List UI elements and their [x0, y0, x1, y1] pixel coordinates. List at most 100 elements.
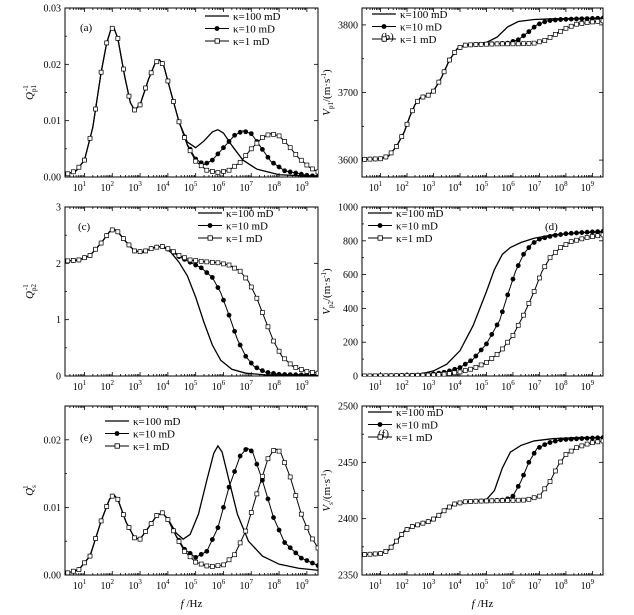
- legend-marker-open-square: [207, 235, 213, 241]
- x-tick-label: 103: [422, 379, 436, 393]
- x-tick-base: 10: [369, 382, 379, 393]
- legend-marker-open-square: [377, 434, 383, 440]
- marker-filled-circle: [259, 146, 265, 152]
- marker-open-square: [510, 498, 516, 503]
- x-tick-exponent: 7: [538, 180, 542, 188]
- marker-filled-circle: [282, 540, 288, 545]
- marker-filled-circle: [547, 440, 553, 445]
- y-axis-label-superscript: -1: [22, 284, 30, 290]
- y-axis-label-unit: /(m·s: [321, 479, 333, 502]
- marker-filled-circle: [193, 555, 199, 560]
- marker-filled-circle: [248, 360, 254, 366]
- marker-open-square: [226, 262, 232, 268]
- marker-open-square: [260, 473, 265, 479]
- marker-open-square: [415, 98, 420, 104]
- marker-filled-circle: [595, 229, 601, 235]
- x-tick-exponent: 7: [538, 578, 542, 586]
- marker-open-square: [193, 559, 199, 565]
- series-line-1: [362, 230, 603, 376]
- marker-filled-circle: [558, 232, 564, 237]
- marker-open-square: [282, 460, 287, 466]
- marker-open-square: [93, 246, 98, 252]
- y-tick-label: 800: [343, 236, 358, 247]
- marker-open-square: [204, 563, 210, 569]
- marker-open-square: [563, 452, 569, 457]
- legend-label: κ=1 mD: [396, 233, 433, 245]
- marker-open-square: [468, 42, 473, 48]
- marker-open-square: [372, 551, 378, 557]
- marker-filled-circle: [198, 265, 204, 271]
- marker-filled-circle: [537, 21, 542, 27]
- marker-open-square: [441, 69, 447, 75]
- marker-open-square: [226, 557, 232, 563]
- marker-open-square: [415, 522, 420, 528]
- x-tick-base: 10: [448, 183, 458, 194]
- x-tick-base: 10: [528, 183, 538, 194]
- marker-filled-circle: [579, 230, 585, 235]
- marker-open-square: [109, 493, 115, 499]
- x-tick-exponent: 1: [379, 379, 383, 387]
- marker-filled-circle: [265, 370, 271, 375]
- marker-open-square: [70, 568, 76, 574]
- x-tick-base: 10: [581, 183, 591, 194]
- marker-open-square: [409, 108, 415, 114]
- legend-label: κ=1 mD: [133, 441, 170, 453]
- marker-open-square: [93, 536, 98, 541]
- marker-open-square: [600, 232, 603, 238]
- marker-open-square: [574, 445, 579, 451]
- x-tick-base: 10: [184, 581, 194, 592]
- x-tick-base: 10: [554, 581, 564, 592]
- marker-open-square: [500, 41, 505, 47]
- x-tick-label: 101: [369, 180, 383, 194]
- marker-open-square: [87, 135, 93, 141]
- marker-filled-circle: [271, 371, 276, 376]
- marker-filled-circle: [542, 19, 548, 25]
- marker-filled-circle: [537, 236, 542, 242]
- marker-open-square: [505, 41, 511, 47]
- x-tick-label: 104: [448, 379, 462, 393]
- panel-e: 101 102 103 104 105 106 107 108 1090.000.010.02Q…: [22, 405, 319, 610]
- marker-filled-circle: [265, 154, 271, 160]
- marker-open-square: [198, 258, 204, 264]
- marker-open-square: [394, 144, 399, 149]
- marker-open-square: [132, 107, 137, 113]
- marker-open-square: [137, 536, 143, 542]
- marker-open-square: [584, 441, 590, 447]
- marker-filled-circle: [204, 548, 210, 554]
- marker-open-square: [473, 42, 479, 47]
- y-axis-label-end: ): [321, 469, 333, 473]
- marker-open-square: [457, 369, 463, 375]
- marker-open-square: [478, 42, 484, 47]
- marker-filled-circle: [563, 437, 569, 442]
- marker-open-square: [126, 242, 132, 248]
- x-tick-label: 109: [581, 578, 595, 592]
- legend-label: κ=100 mD: [133, 416, 181, 428]
- legend-label: κ=10 mD: [226, 221, 268, 233]
- x-tick-label: 106: [501, 180, 515, 194]
- x-tick-exponent: 1: [379, 180, 383, 188]
- series-group: [362, 435, 603, 557]
- x-tick-label: 107: [240, 578, 254, 592]
- x-tick-exponent: 8: [277, 578, 281, 586]
- x-tick-base: 10: [156, 382, 166, 393]
- marker-open-square: [500, 498, 505, 503]
- x-tick-label: 109: [295, 180, 309, 194]
- marker-open-square: [143, 85, 148, 91]
- marker-open-square: [98, 518, 104, 524]
- marker-open-square: [394, 373, 399, 376]
- legend-label: κ=100 mD: [233, 11, 281, 23]
- legend-label: κ=100 mD: [226, 208, 274, 220]
- x-tick-exponent: 2: [405, 180, 409, 188]
- marker-open-square: [159, 510, 165, 516]
- marker-open-square: [215, 563, 221, 569]
- legend: κ=100 mDκ=10 mDκ=1 mD: [368, 407, 444, 444]
- y-tick-label: 0.00: [44, 571, 62, 582]
- panel-label: (f): [378, 428, 389, 440]
- marker-filled-circle: [287, 545, 293, 551]
- x-tick-base: 10: [395, 382, 405, 393]
- x-tick-exponent: 8: [564, 180, 568, 188]
- x-tick-base: 10: [240, 183, 250, 194]
- x-tick-base: 10: [156, 183, 166, 194]
- marker-open-square: [425, 519, 431, 525]
- x-tick-exponent: 5: [194, 379, 198, 387]
